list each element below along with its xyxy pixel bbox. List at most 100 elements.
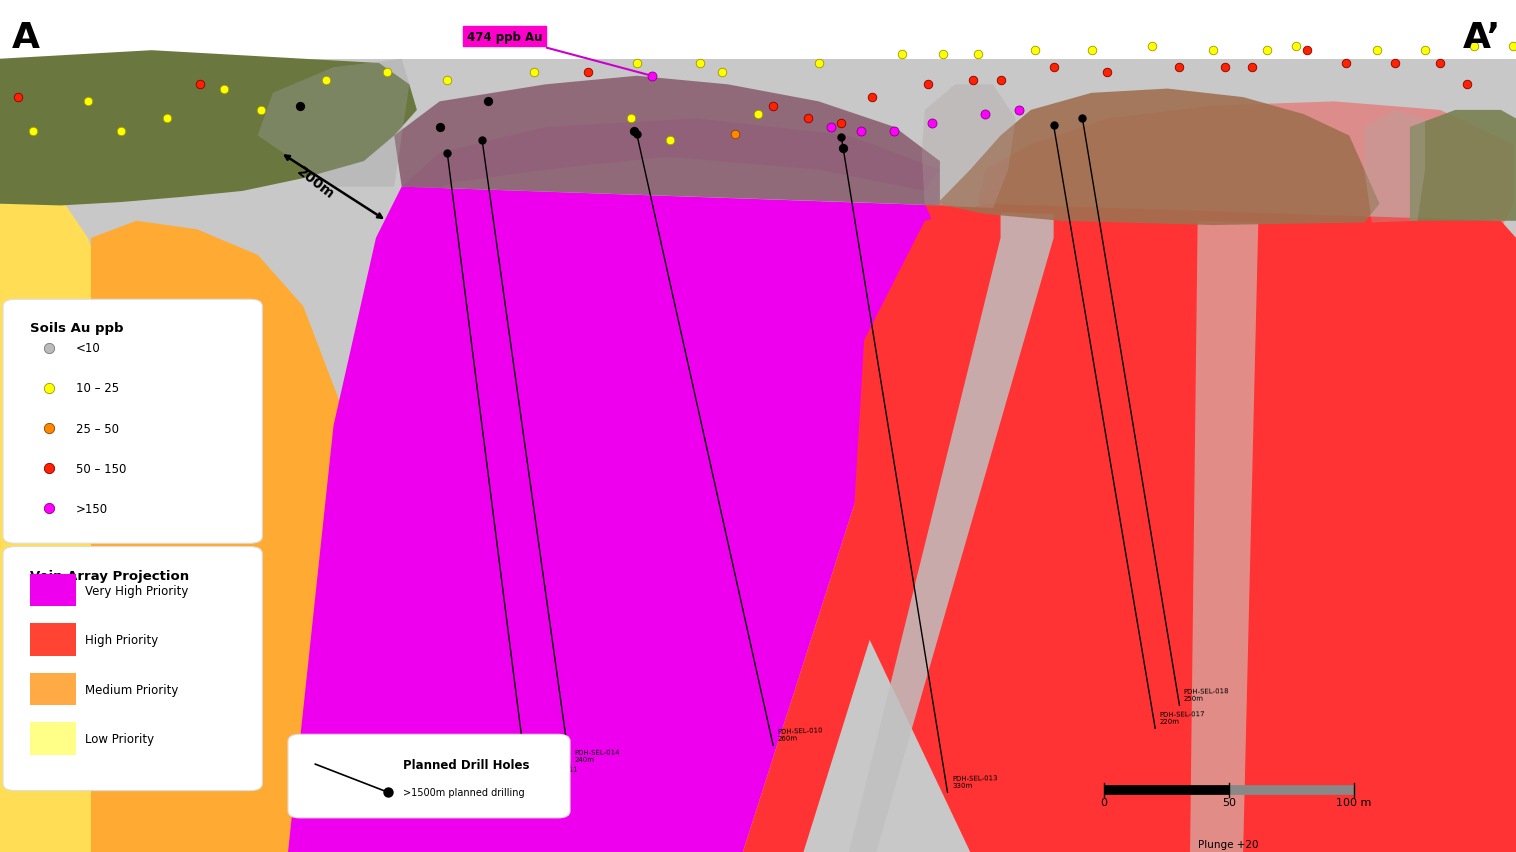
Polygon shape [0,0,1516,60]
Point [314,74,338,88]
Point [212,83,236,96]
Point [1284,40,1308,54]
Point [1334,57,1358,71]
Point [36,462,61,475]
Text: High Priority: High Priority [85,633,158,647]
Point [1461,40,1486,54]
Point [622,125,646,139]
Point [829,117,854,130]
Point [1295,44,1319,58]
Text: <10: <10 [76,342,100,355]
Point [109,125,133,139]
Text: 200m: 200m [294,164,337,202]
Polygon shape [922,85,1016,209]
Point [860,91,884,105]
FancyBboxPatch shape [288,734,570,818]
Polygon shape [978,102,1513,230]
Text: 474 ppb Au: 474 ppb Au [467,31,649,76]
Text: >150: >150 [76,502,108,515]
Point [625,57,649,71]
Text: Planned Drill Holes: Planned Drill Holes [403,757,529,771]
Point [1079,44,1104,58]
Point [376,786,400,799]
Point [374,66,399,79]
Point [249,104,273,118]
Point [1041,61,1066,75]
Text: Medium Priority: Medium Priority [85,682,179,696]
Point [1240,61,1264,75]
Point [688,57,713,71]
FancyBboxPatch shape [30,722,76,755]
Text: PDH-SEL-018
250m: PDH-SEL-018 250m [1184,688,1229,701]
Point [21,125,45,139]
Text: Plunge +20
Azimuth 298
Looking WNW: Plunge +20 Azimuth 298 Looking WNW [1193,839,1264,852]
Point [1095,66,1119,79]
Text: 25 – 50: 25 – 50 [76,422,118,435]
Polygon shape [849,204,1516,852]
Text: PDH-SEL-011
275m: PDH-SEL-011 275m [532,766,578,780]
Text: 100 m: 100 m [1336,797,1372,807]
Point [796,112,820,126]
Point [1501,40,1516,54]
Point [890,49,914,62]
Point [155,112,179,126]
Point [1167,61,1192,75]
Point [723,128,747,141]
Point [640,70,664,83]
Point [761,100,785,113]
Point [1255,44,1280,58]
FancyBboxPatch shape [3,547,262,791]
Polygon shape [1190,222,1258,852]
Point [476,95,500,109]
Point [807,57,831,71]
Point [831,142,855,156]
Point [658,134,682,147]
Polygon shape [743,204,1001,852]
Point [428,121,452,135]
Polygon shape [849,213,1054,852]
Text: 10 – 25: 10 – 25 [76,382,118,395]
FancyBboxPatch shape [30,673,76,705]
Point [1007,104,1031,118]
Polygon shape [91,222,379,852]
Text: A: A [12,21,39,55]
Point [709,66,734,79]
Point [1383,57,1407,71]
Text: PDH-SEL-010
260m: PDH-SEL-010 260m [778,727,823,741]
Polygon shape [394,77,940,206]
FancyBboxPatch shape [30,574,76,607]
Point [1428,57,1452,71]
Point [188,78,212,92]
Point [1455,78,1480,92]
Polygon shape [0,51,417,206]
Point [435,74,459,88]
Text: PDH-SEL-014
240m: PDH-SEL-014 240m [575,749,620,763]
Text: 50: 50 [1222,797,1236,807]
Polygon shape [1364,111,1425,223]
Point [36,382,61,395]
Point [576,66,600,79]
Point [882,125,907,139]
Text: 50 – 150: 50 – 150 [76,462,126,475]
FancyBboxPatch shape [30,624,76,656]
Polygon shape [258,60,409,187]
Point [288,100,312,113]
Point [966,49,990,62]
Point [36,342,61,355]
Point [746,108,770,122]
Point [916,78,940,92]
Polygon shape [1410,111,1516,222]
Text: Very High Priority: Very High Priority [85,584,188,597]
Point [76,95,100,109]
Polygon shape [0,187,152,852]
Point [920,117,944,130]
Point [1140,40,1164,54]
Point [988,74,1013,88]
Point [1364,44,1389,58]
Text: 0: 0 [1101,797,1107,807]
Point [1413,44,1437,58]
Text: Vein Array Projection: Vein Array Projection [30,569,190,582]
Polygon shape [288,187,940,852]
Text: Low Priority: Low Priority [85,732,155,746]
Point [973,108,998,122]
